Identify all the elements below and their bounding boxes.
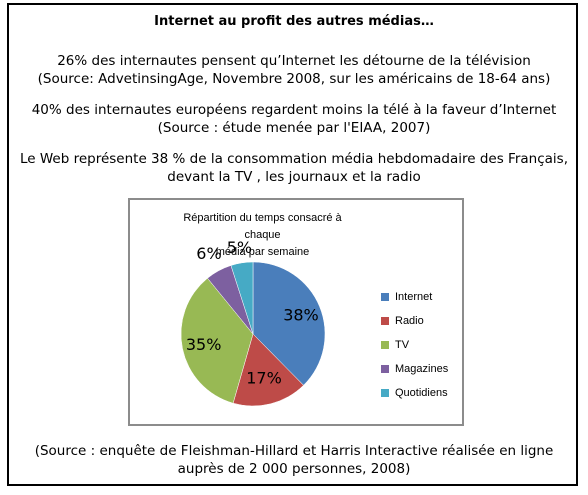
stat-3-text-cont: devant la TV , les journaux et la radio bbox=[167, 169, 421, 185]
stat-2-text: 40% des internautes européens regardent … bbox=[31, 102, 557, 118]
legend-label: Radio bbox=[395, 315, 424, 327]
pie-chart: Répartition du temps consacré à chaque m… bbox=[128, 198, 464, 426]
pie-slice-internet bbox=[252, 261, 326, 386]
stat-1-source: (Source: AdvetinsingAge, Novembre 2008, … bbox=[37, 71, 551, 87]
pie-label-magazines: 6% bbox=[196, 244, 221, 263]
pie-label-tv: 35% bbox=[186, 335, 222, 354]
pie-plot: 38% 17% 35% 6% 5% bbox=[180, 238, 326, 407]
chart-title-line2: média par semaine bbox=[215, 246, 310, 258]
footer-line1: (Source : enquête de Fleishman-Hillard e… bbox=[34, 443, 554, 459]
legend-item-internet: Internet bbox=[381, 285, 448, 309]
legend-swatch bbox=[381, 389, 389, 397]
footer-line2: auprès de 2 000 personnes, 2008) bbox=[177, 461, 411, 477]
pie-label-radio: 17% bbox=[246, 368, 282, 387]
content-frame bbox=[7, 3, 578, 486]
chart-title-line1: Répartition du temps consacré à chaque bbox=[183, 212, 342, 241]
legend-item-tv: TV bbox=[381, 333, 448, 357]
chart-title: Répartition du temps consacré à chaque m… bbox=[165, 210, 360, 261]
stat-paragraph-3: Le Web représente 38 % de la consommatio… bbox=[0, 150, 588, 186]
legend-label: Quotidiens bbox=[395, 387, 448, 399]
legend-swatch bbox=[381, 317, 389, 325]
legend-label: Internet bbox=[395, 291, 433, 303]
legend-item-radio: Radio bbox=[381, 309, 448, 333]
legend-item-magazines: Magazines bbox=[381, 357, 448, 381]
legend-label: TV bbox=[395, 339, 410, 351]
stat-1-text: 26% des internautes pensent qu’Internet … bbox=[57, 53, 531, 69]
legend-item-quotidiens: Quotidiens bbox=[381, 381, 448, 405]
page-title: Internet au profit des autres médias… bbox=[154, 14, 434, 29]
legend-swatch bbox=[381, 341, 389, 349]
pie-slice-quotidiens bbox=[230, 261, 254, 335]
stat-paragraph-1: 26% des internautes pensent qu’Internet … bbox=[0, 52, 588, 88]
legend-swatch bbox=[381, 293, 389, 301]
pie-slice-tv bbox=[180, 277, 254, 404]
pie-label-internet: 38% bbox=[283, 305, 319, 324]
pie-label-quotidiens: 5% bbox=[227, 238, 252, 257]
legend-label: Magazines bbox=[395, 363, 449, 375]
stat-2-source: (Source : étude menée par l'EIAA, 2007) bbox=[157, 120, 431, 136]
footer-source: (Source : enquête de Fleishman-Hillard e… bbox=[0, 442, 588, 478]
pie-slice-radio bbox=[232, 333, 304, 407]
stat-paragraph-2: 40% des internautes européens regardent … bbox=[0, 101, 588, 137]
chart-legend: Internet Radio TV Magazines Quotidiens bbox=[381, 285, 448, 405]
stat-3-text: Le Web représente 38 % de la consommatio… bbox=[19, 151, 568, 167]
legend-swatch bbox=[381, 365, 389, 373]
